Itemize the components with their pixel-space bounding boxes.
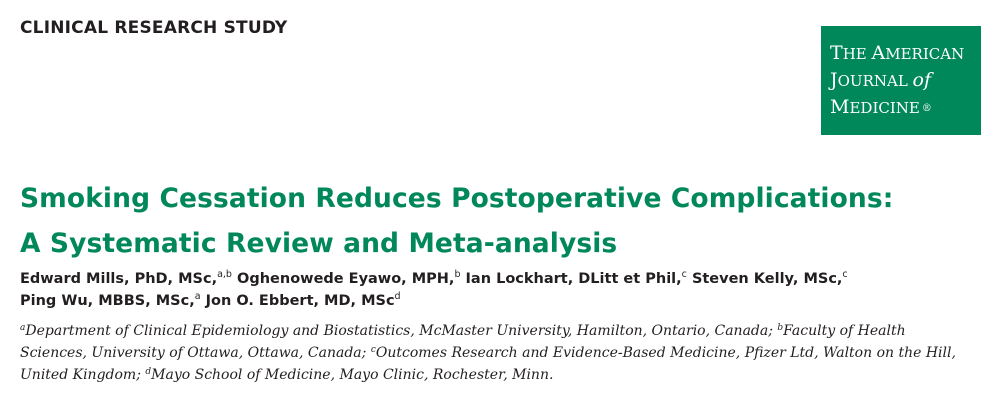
affiliations: aDepartment of Clinical Epidemiology and… xyxy=(20,320,956,386)
logo-line-1: THE AMERICAN xyxy=(830,42,965,64)
author-affiliation-sup: d xyxy=(394,291,401,302)
section-label: CLINICAL RESEARCH STUDY xyxy=(20,18,288,38)
affiliation-line-2: Sciences, University of Ottawa, Ottawa, … xyxy=(20,345,956,361)
author-name: Jon O. Ebbert, MD, MSc xyxy=(205,293,395,309)
registered-mark-icon: ® xyxy=(921,103,932,114)
author-affiliation-sup: b xyxy=(454,269,461,280)
author-name: Oghenowede Eyawo, MPH, xyxy=(237,271,455,287)
logo-line-2: JOURNAL of xyxy=(830,69,932,91)
author-line-2: Ping Wu, MBBS, MSc,a Jon O. Ebbert, MD, … xyxy=(20,290,848,312)
affiliation-line-1: aDepartment of Clinical Epidemiology and… xyxy=(20,323,906,339)
title-line-1: Smoking Cessation Reduces Postoperative … xyxy=(20,183,894,214)
author-affiliation-sup: a,b xyxy=(217,269,232,280)
author-name: Edward Mills, PhD, MSc, xyxy=(20,271,218,287)
author-affiliation-sup: c xyxy=(681,269,687,280)
author-line-1: Edward Mills, PhD, MSc,a,b Oghenowede Ey… xyxy=(20,268,848,290)
logo-line-3: MEDICINE ® xyxy=(830,96,932,118)
author-name: Ian Lockhart, DLitt et Phil, xyxy=(465,271,682,287)
author-affiliation-sup: a xyxy=(194,291,201,302)
author-name: Ping Wu, MBBS, MSc, xyxy=(20,293,195,309)
journal-logo: THE AMERICAN JOURNAL of MEDICINE ® xyxy=(821,26,981,135)
author-affiliation-sup: c xyxy=(842,269,848,280)
title-line-2: A Systematic Review and Meta-analysis xyxy=(20,228,618,259)
article-title: Smoking Cessation Reduces Postoperative … xyxy=(20,176,893,266)
author-list: Edward Mills, PhD, MSc,a,b Oghenowede Ey… xyxy=(20,268,848,312)
affiliation-line-3: United Kingdom; dMayo School of Medicine… xyxy=(20,367,554,383)
author-name: Steven Kelly, MSc, xyxy=(691,271,843,287)
